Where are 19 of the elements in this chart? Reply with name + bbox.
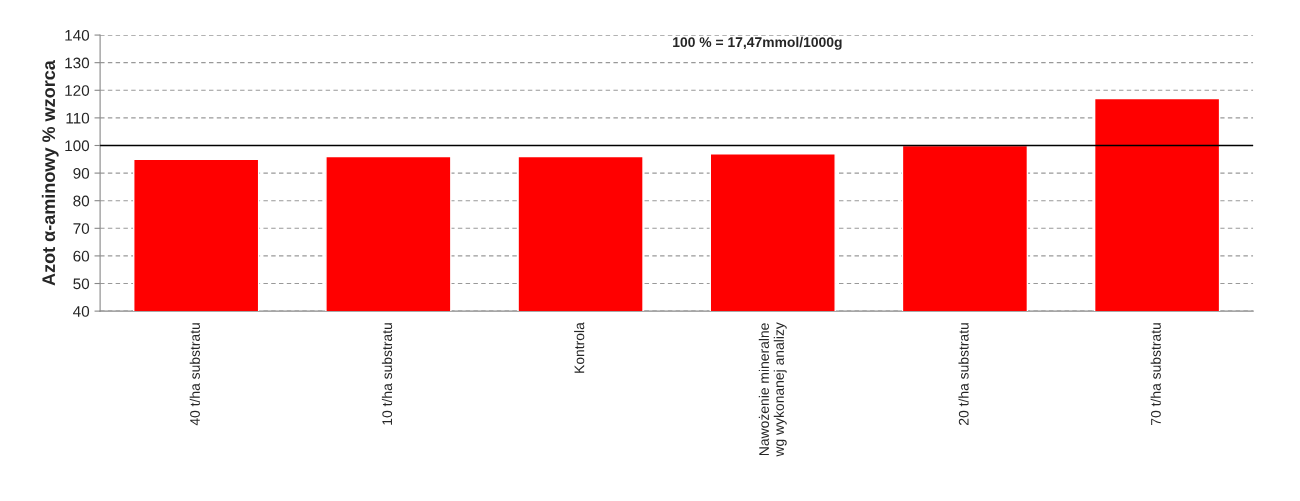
x-tick-label: Nawożenie mineralne wg wykonanej analizy — [758, 322, 787, 457]
y-tick-label: 80 — [73, 195, 90, 207]
x-tick-label: 20 t/ha substratu — [958, 323, 969, 425]
x-tick-label: 40 t/ha substratu — [189, 323, 200, 426]
y-tick-label: 40 — [73, 305, 90, 317]
x-tick-label: 70 t/ha substratu — [1150, 323, 1161, 425]
y-tick-label: 50 — [73, 278, 90, 290]
y-tick-label: 120 — [65, 85, 90, 96]
annotation: 100 % = 17,47mmol/1000g — [673, 36, 842, 50]
y-tick-label: 130 — [65, 57, 90, 69]
y-tick-label: 140 — [65, 29, 90, 41]
y-axis-title: Azot α-aminowy % wzorca — [41, 60, 59, 286]
y-tick-label: 70 — [73, 223, 90, 234]
y-tick-label: 90 — [73, 167, 90, 179]
x-tick-label: Kontrola — [574, 322, 585, 373]
y-tick-label: 100 — [65, 140, 90, 152]
x-tick-label: 10 t/ha substratu — [381, 323, 393, 425]
y-tick-label: 110 — [66, 112, 90, 124]
y-tick-label: 60 — [73, 250, 90, 262]
